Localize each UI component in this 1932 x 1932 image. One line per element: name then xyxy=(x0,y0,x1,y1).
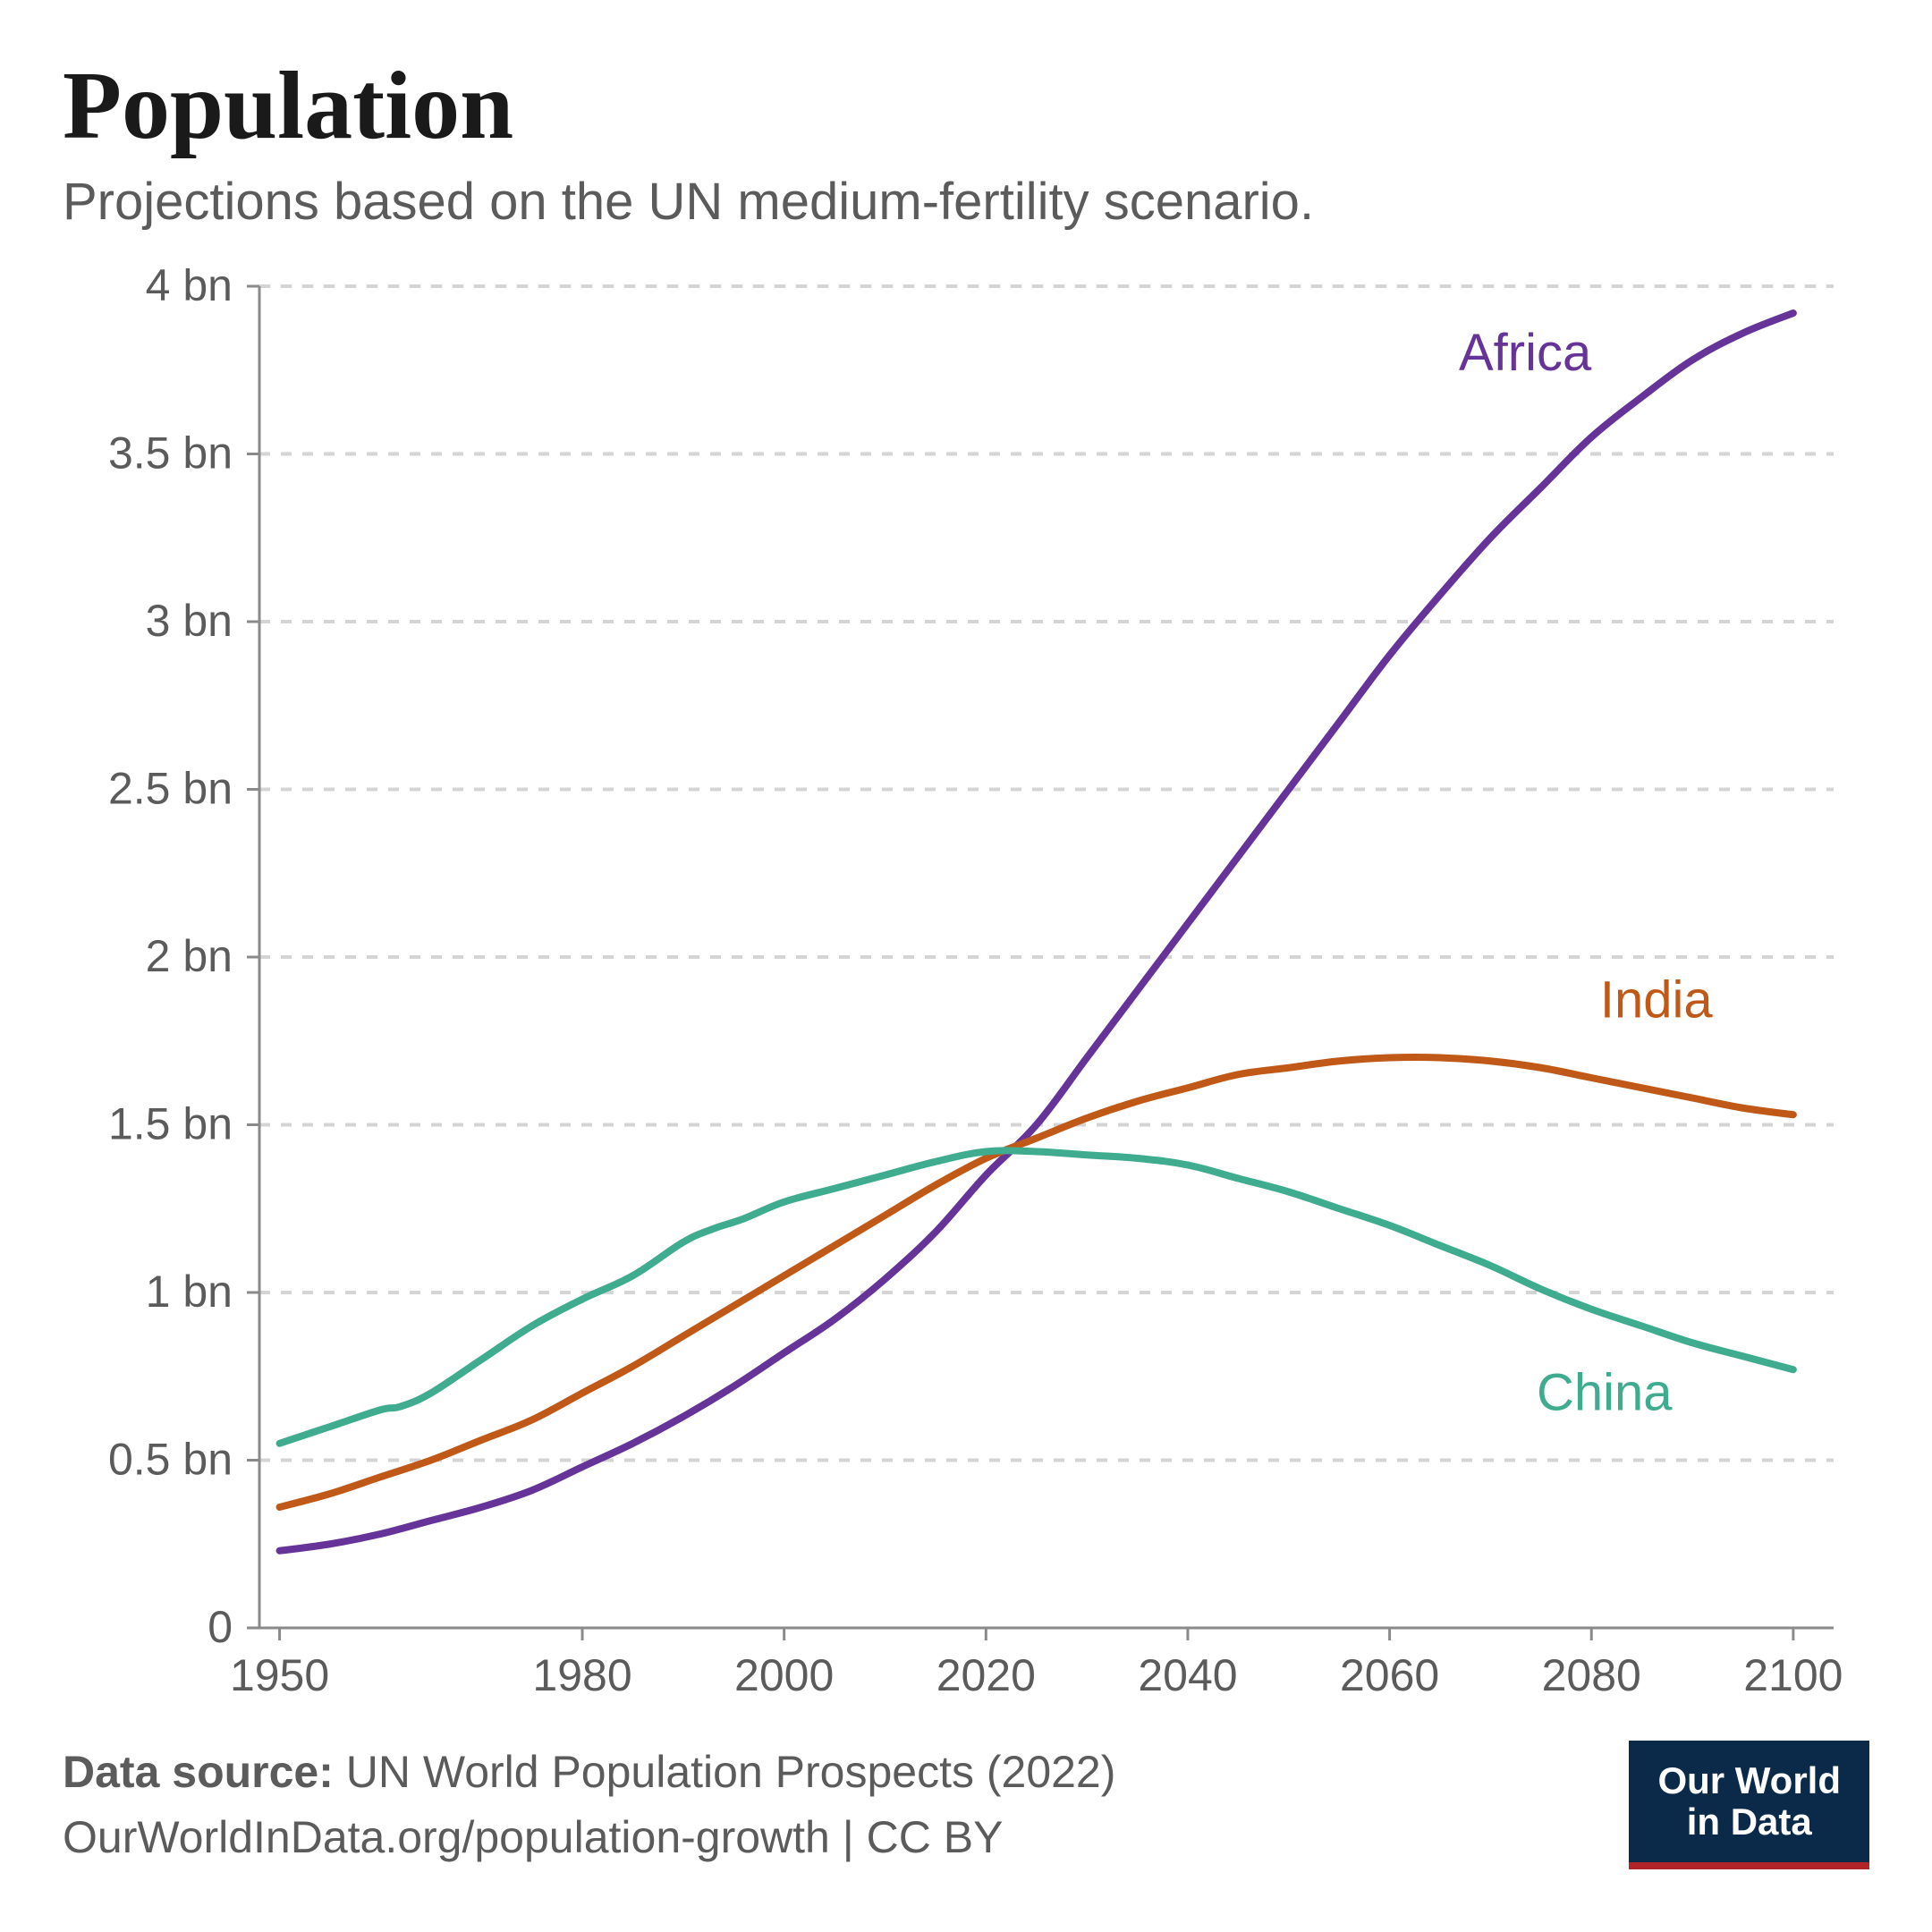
y-axis-label: 3.5 bn xyxy=(108,428,233,479)
y-axis-label: 1.5 bn xyxy=(108,1099,233,1149)
chart-subtitle: Projections based on the UN medium-ferti… xyxy=(63,171,1869,233)
source-label: Data source: xyxy=(63,1747,334,1797)
chart-container: Population Projections based on the UN m… xyxy=(0,0,1932,1932)
series-label-china: China xyxy=(1537,1364,1673,1422)
footer-text: Data source: UN World Population Prospec… xyxy=(63,1740,1115,1869)
chart-footer: Data source: UN World Population Prospec… xyxy=(63,1740,1869,1869)
x-axis-label: 1980 xyxy=(532,1650,631,1700)
series-label-india: India xyxy=(1600,971,1714,1030)
series-label-africa: Africa xyxy=(1459,324,1592,382)
y-axis-label: 0.5 bn xyxy=(108,1435,233,1485)
x-axis-label: 2100 xyxy=(1743,1650,1843,1700)
logo-line1: Our World xyxy=(1657,1759,1841,1801)
source-value: UN World Population Prospects (2022) xyxy=(346,1747,1116,1797)
x-axis-label: 2080 xyxy=(1542,1650,1641,1700)
y-axis-label: 0 xyxy=(208,1602,233,1652)
chart-plot-area: 0 0.5 bn 1 bn 1.5 bn 2 bn 2.5 bn 3 bn 3.5 bn 4 b… xyxy=(63,268,1869,1722)
y-axis-label: 4 bn xyxy=(146,268,233,310)
x-axis-label: 1950 xyxy=(230,1650,329,1700)
x-axis-label: 2020 xyxy=(936,1650,1036,1700)
line-chart-svg: 0 0.5 bn 1 bn 1.5 bn 2 bn 2.5 bn 3 bn 3.5 bn 4 b… xyxy=(63,268,1869,1717)
y-axis-label: 2.5 bn xyxy=(108,764,233,814)
y-axis-label: 3 bn xyxy=(146,596,233,646)
logo-line2: in Data xyxy=(1687,1801,1812,1843)
x-axis-label: 2040 xyxy=(1138,1650,1237,1700)
chart-title: Population xyxy=(63,54,1869,160)
y-axis-label: 2 bn xyxy=(146,931,233,981)
y-axis-label: 1 bn xyxy=(146,1267,233,1317)
owid-logo: Our World in Data xyxy=(1629,1741,1869,1869)
footer-link-line: OurWorldInData.org/population-growth | C… xyxy=(63,1812,1003,1862)
x-axis-label: 2000 xyxy=(734,1650,834,1700)
x-axis-label: 2060 xyxy=(1340,1650,1439,1700)
